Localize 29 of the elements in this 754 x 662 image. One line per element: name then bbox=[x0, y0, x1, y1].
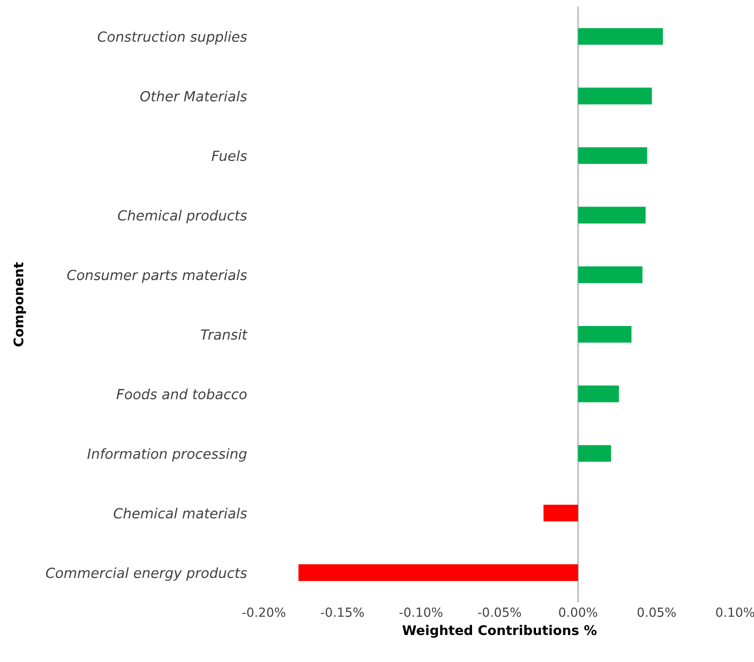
y-tick-label: Chemical products bbox=[118, 210, 247, 224]
bar bbox=[578, 326, 632, 343]
x-tick-label: 0.00% bbox=[559, 608, 598, 617]
y-tick-label: Chemical materials bbox=[114, 508, 247, 519]
x-tick-label: -0.10% bbox=[399, 608, 442, 617]
x-tick-label: -0.05% bbox=[478, 608, 521, 617]
bar bbox=[578, 88, 652, 104]
y-tick-label: Information processing bbox=[87, 448, 247, 462]
bar bbox=[544, 504, 578, 522]
bar bbox=[578, 445, 612, 462]
y-tick-label: Foods and tobacco bbox=[116, 388, 247, 400]
x-tick-label: -0.15% bbox=[320, 608, 364, 617]
x-tick-label: -0.20% bbox=[242, 608, 286, 617]
y-tick-label: Other Materials bbox=[140, 90, 247, 102]
x-axis-title: Weighted Contributions % bbox=[402, 624, 597, 638]
bar bbox=[578, 28, 663, 45]
y-tick-label: Fuels bbox=[212, 150, 247, 162]
y-tick-label: Transit bbox=[200, 329, 248, 340]
y-tick-label: Commercial energy products bbox=[46, 567, 247, 581]
y-axis-title: Component bbox=[13, 262, 26, 346]
bar bbox=[578, 147, 648, 164]
bar bbox=[578, 206, 646, 224]
x-tick-label: 0.10% bbox=[716, 608, 754, 617]
y-tick-label: Consumer parts materials bbox=[67, 269, 247, 283]
bar bbox=[578, 386, 619, 402]
y-tick-label: Construction supplies bbox=[98, 31, 247, 45]
bar bbox=[578, 266, 642, 284]
bar bbox=[298, 564, 578, 581]
x-tick-label: 0.05% bbox=[638, 608, 676, 617]
